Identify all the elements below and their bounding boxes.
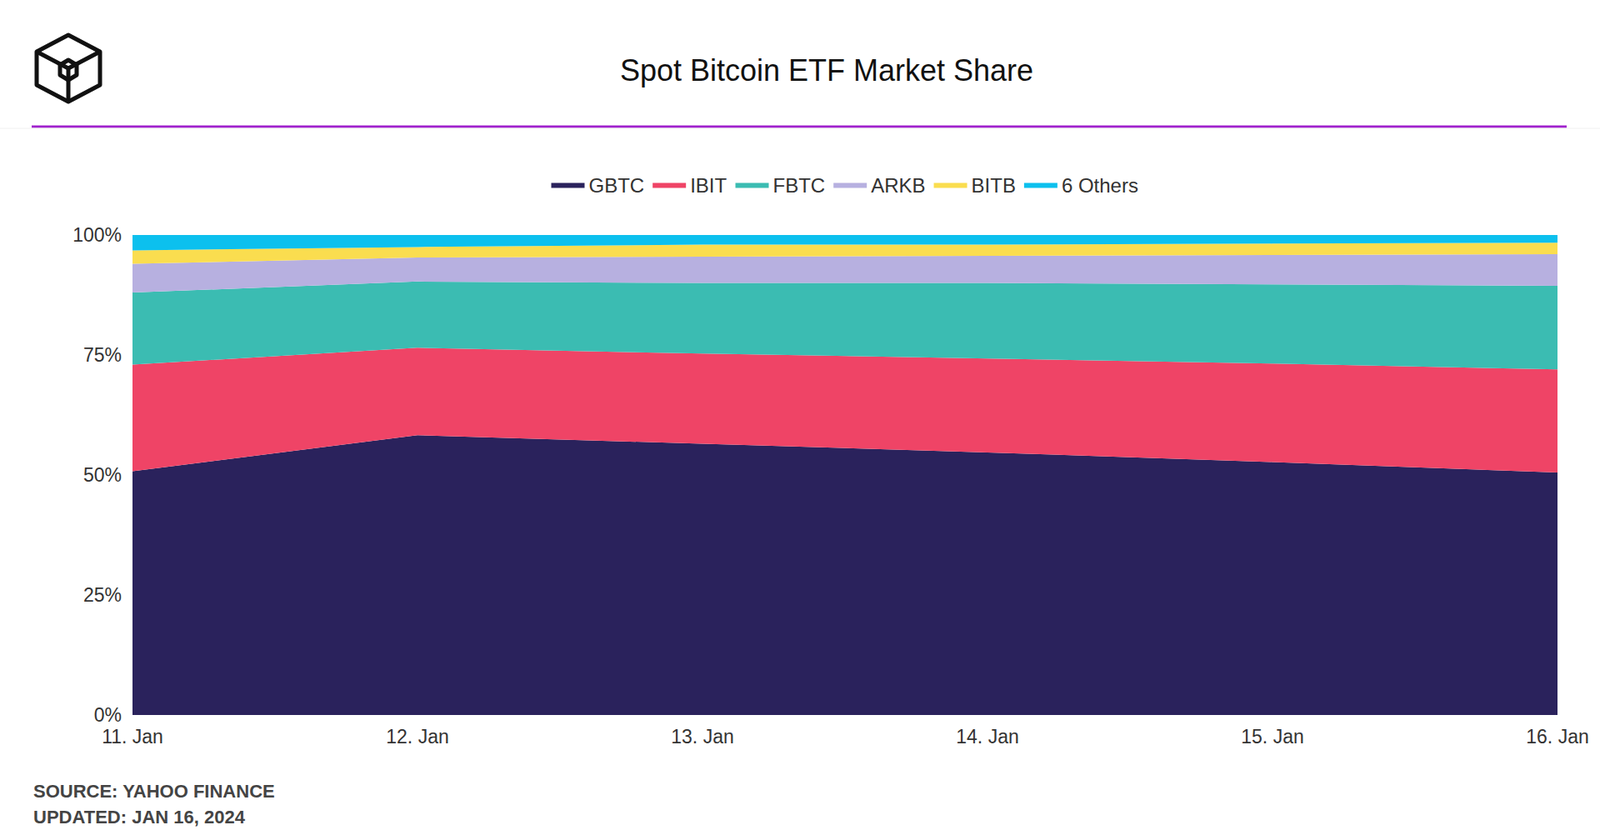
svg-text:0%: 0% (94, 704, 122, 726)
svg-text:100%: 100% (72, 224, 122, 246)
svg-text:11. Jan: 11. Jan (101, 725, 164, 748)
svg-text:UPDATED: JAN 16, 2024: UPDATED: JAN 16, 2024 (33, 806, 246, 828)
svg-text:GBTC: GBTC (589, 174, 645, 197)
svg-text:IBIT: IBIT (690, 174, 727, 197)
svg-text:13. Jan: 13. Jan (670, 725, 734, 748)
svg-text:ARKB: ARKB (870, 174, 925, 197)
svg-text:FBTC: FBTC (773, 174, 826, 197)
svg-text:Spot Bitcoin ETF Market Share: Spot Bitcoin ETF Market Share (620, 53, 1034, 88)
svg-text:50%: 50% (83, 464, 122, 486)
svg-text:15. Jan: 15. Jan (1240, 725, 1304, 748)
svg-text:25%: 25% (83, 584, 122, 606)
svg-text:6 Others: 6 Others (1061, 174, 1139, 197)
svg-text:12. Jan: 12. Jan (385, 725, 449, 748)
svg-text:BITB: BITB (971, 174, 1016, 197)
svg-text:SOURCE: YAHOO FINANCE: SOURCE: YAHOO FINANCE (33, 780, 275, 802)
svg-text:16. Jan: 16. Jan (1525, 725, 1589, 748)
svg-text:14. Jan: 14. Jan (955, 725, 1019, 748)
svg-text:75%: 75% (83, 344, 122, 366)
